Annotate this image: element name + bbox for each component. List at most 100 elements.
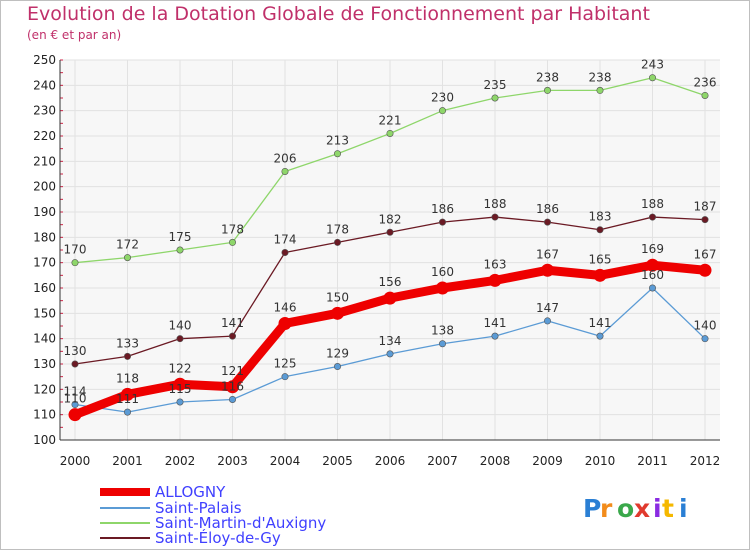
chart-title: Evolution de la Dotation Globale de Fonc… [27, 3, 650, 25]
point-saint-palais [124, 408, 132, 416]
data-label-saint-palais: 147 [536, 301, 559, 315]
point-saint-eloy-de-gy [386, 228, 394, 236]
data-label-saint-palais: 111 [116, 392, 139, 406]
data-label-saint-martin-d-auxigny: 175 [169, 230, 192, 244]
logo-letter: P [583, 494, 601, 523]
point-allogny [383, 291, 397, 305]
data-label-allogny: 146 [274, 300, 297, 314]
point-saint-palais [543, 317, 551, 325]
x-tick-label: 2007 [427, 454, 458, 468]
data-label-saint-eloy-de-gy: 186 [431, 202, 454, 216]
data-label-saint-martin-d-auxigny: 238 [536, 70, 559, 84]
y-tick-label: 230 [33, 104, 56, 118]
data-label-saint-palais: 134 [379, 334, 402, 348]
y-tick-label: 220 [33, 129, 56, 143]
point-saint-eloy-de-gy [281, 249, 289, 257]
x-tick-label: 2006 [375, 454, 406, 468]
x-tick-label: 2010 [585, 454, 616, 468]
data-label-saint-martin-d-auxigny: 213 [326, 134, 349, 148]
point-saint-eloy-de-gy [176, 335, 184, 343]
x-tick-label: 2000 [60, 454, 91, 468]
y-tick-label: 100 [33, 433, 56, 447]
y-tick-label: 150 [33, 306, 56, 320]
point-saint-eloy-de-gy [229, 332, 237, 340]
data-label-saint-palais: 116 [221, 379, 244, 393]
point-saint-palais [281, 373, 289, 381]
point-saint-eloy-de-gy [648, 213, 656, 221]
point-allogny [488, 273, 502, 287]
data-label-saint-eloy-de-gy: 188 [641, 197, 664, 211]
point-saint-eloy-de-gy [491, 213, 499, 221]
y-tick-label: 140 [33, 332, 56, 346]
data-label-allogny: 121 [221, 364, 244, 378]
data-label-allogny: 156 [379, 275, 402, 289]
point-allogny [646, 258, 659, 272]
point-saint-eloy-de-gy [333, 238, 341, 246]
y-tick-label: 210 [33, 154, 56, 168]
point-saint-palais [386, 350, 394, 358]
data-label-saint-eloy-de-gy: 183 [589, 210, 612, 224]
point-allogny [278, 316, 292, 330]
data-label-saint-eloy-de-gy: 187 [694, 200, 717, 214]
point-saint-martin-d-auxigny [281, 167, 289, 175]
point-saint-palais [176, 398, 184, 406]
x-tick-label: 2012 [690, 454, 721, 468]
x-tick-label: 2001 [112, 454, 143, 468]
point-saint-martin-d-auxigny [333, 150, 341, 158]
data-label-saint-eloy-de-gy: 188 [484, 197, 507, 211]
point-saint-martin-d-auxigny [124, 254, 132, 262]
logo-letter: x [634, 494, 650, 523]
data-label-allogny: 150 [326, 290, 349, 304]
point-allogny [698, 263, 712, 277]
y-tick-label: 160 [33, 281, 56, 295]
logo-letter: t [662, 494, 674, 523]
data-label-saint-eloy-de-gy: 182 [379, 212, 402, 226]
data-label-saint-martin-d-auxigny: 170 [64, 243, 87, 257]
data-label-saint-palais: 140 [694, 319, 717, 333]
point-saint-palais [71, 401, 79, 409]
point-allogny [68, 408, 82, 422]
data-label-saint-eloy-de-gy: 130 [64, 344, 87, 358]
point-saint-martin-d-auxigny [491, 94, 499, 102]
y-tick-label: 240 [33, 78, 56, 92]
logo-letter: o [617, 494, 634, 523]
series-layer [68, 74, 712, 422]
data-label-saint-martin-d-auxigny: 221 [379, 113, 402, 127]
chart-subtitle: (en € et par an) [27, 28, 122, 42]
data-label-allogny: 165 [589, 252, 612, 266]
point-saint-martin-d-auxigny [701, 91, 709, 99]
point-saint-palais [596, 332, 604, 340]
point-saint-palais [701, 335, 709, 343]
y-tick-label: 170 [33, 256, 56, 270]
point-allogny [331, 306, 344, 320]
logo-letter: i [679, 494, 688, 523]
point-saint-martin-d-auxigny [596, 86, 604, 94]
data-label-saint-martin-d-auxigny: 238 [589, 70, 612, 84]
point-saint-eloy-de-gy [124, 352, 132, 360]
x-tick-label: 2004 [270, 454, 301, 468]
y-tick-label: 120 [33, 382, 56, 396]
data-label-saint-palais: 160 [641, 268, 664, 282]
legend-label-allogny: ALLOGNY [155, 483, 226, 501]
point-saint-eloy-de-gy [701, 216, 709, 224]
data-label-saint-martin-d-auxigny: 206 [274, 151, 297, 165]
proxiti-logo: Pr o x i t i [583, 494, 688, 523]
axes: 100 110 120 130 140 150 160 170 180 190 200 210 220 2… [33, 53, 720, 468]
point-saint-martin-d-auxigny [543, 86, 551, 94]
x-tick-label: 2003 [217, 454, 248, 468]
point-saint-palais [229, 395, 237, 403]
point-saint-martin-d-auxigny [648, 74, 656, 82]
logo-letter: i [653, 494, 662, 523]
x-tick-label: 2009 [532, 454, 563, 468]
legend: ALLOGNYSaint-PalaisSaint-Martin-d'Auxign… [100, 483, 326, 547]
data-label-saint-palais: 129 [326, 347, 349, 361]
point-saint-eloy-de-gy [543, 218, 551, 226]
y-tick-label: 200 [33, 180, 56, 194]
y-tick-label: 180 [33, 230, 56, 244]
data-label-saint-eloy-de-gy: 186 [536, 202, 559, 216]
data-label-saint-martin-d-auxigny: 235 [484, 78, 507, 92]
y-tick-label: 130 [33, 357, 56, 371]
x-tick-label: 2002 [165, 454, 196, 468]
point-saint-martin-d-auxigny [176, 246, 184, 254]
